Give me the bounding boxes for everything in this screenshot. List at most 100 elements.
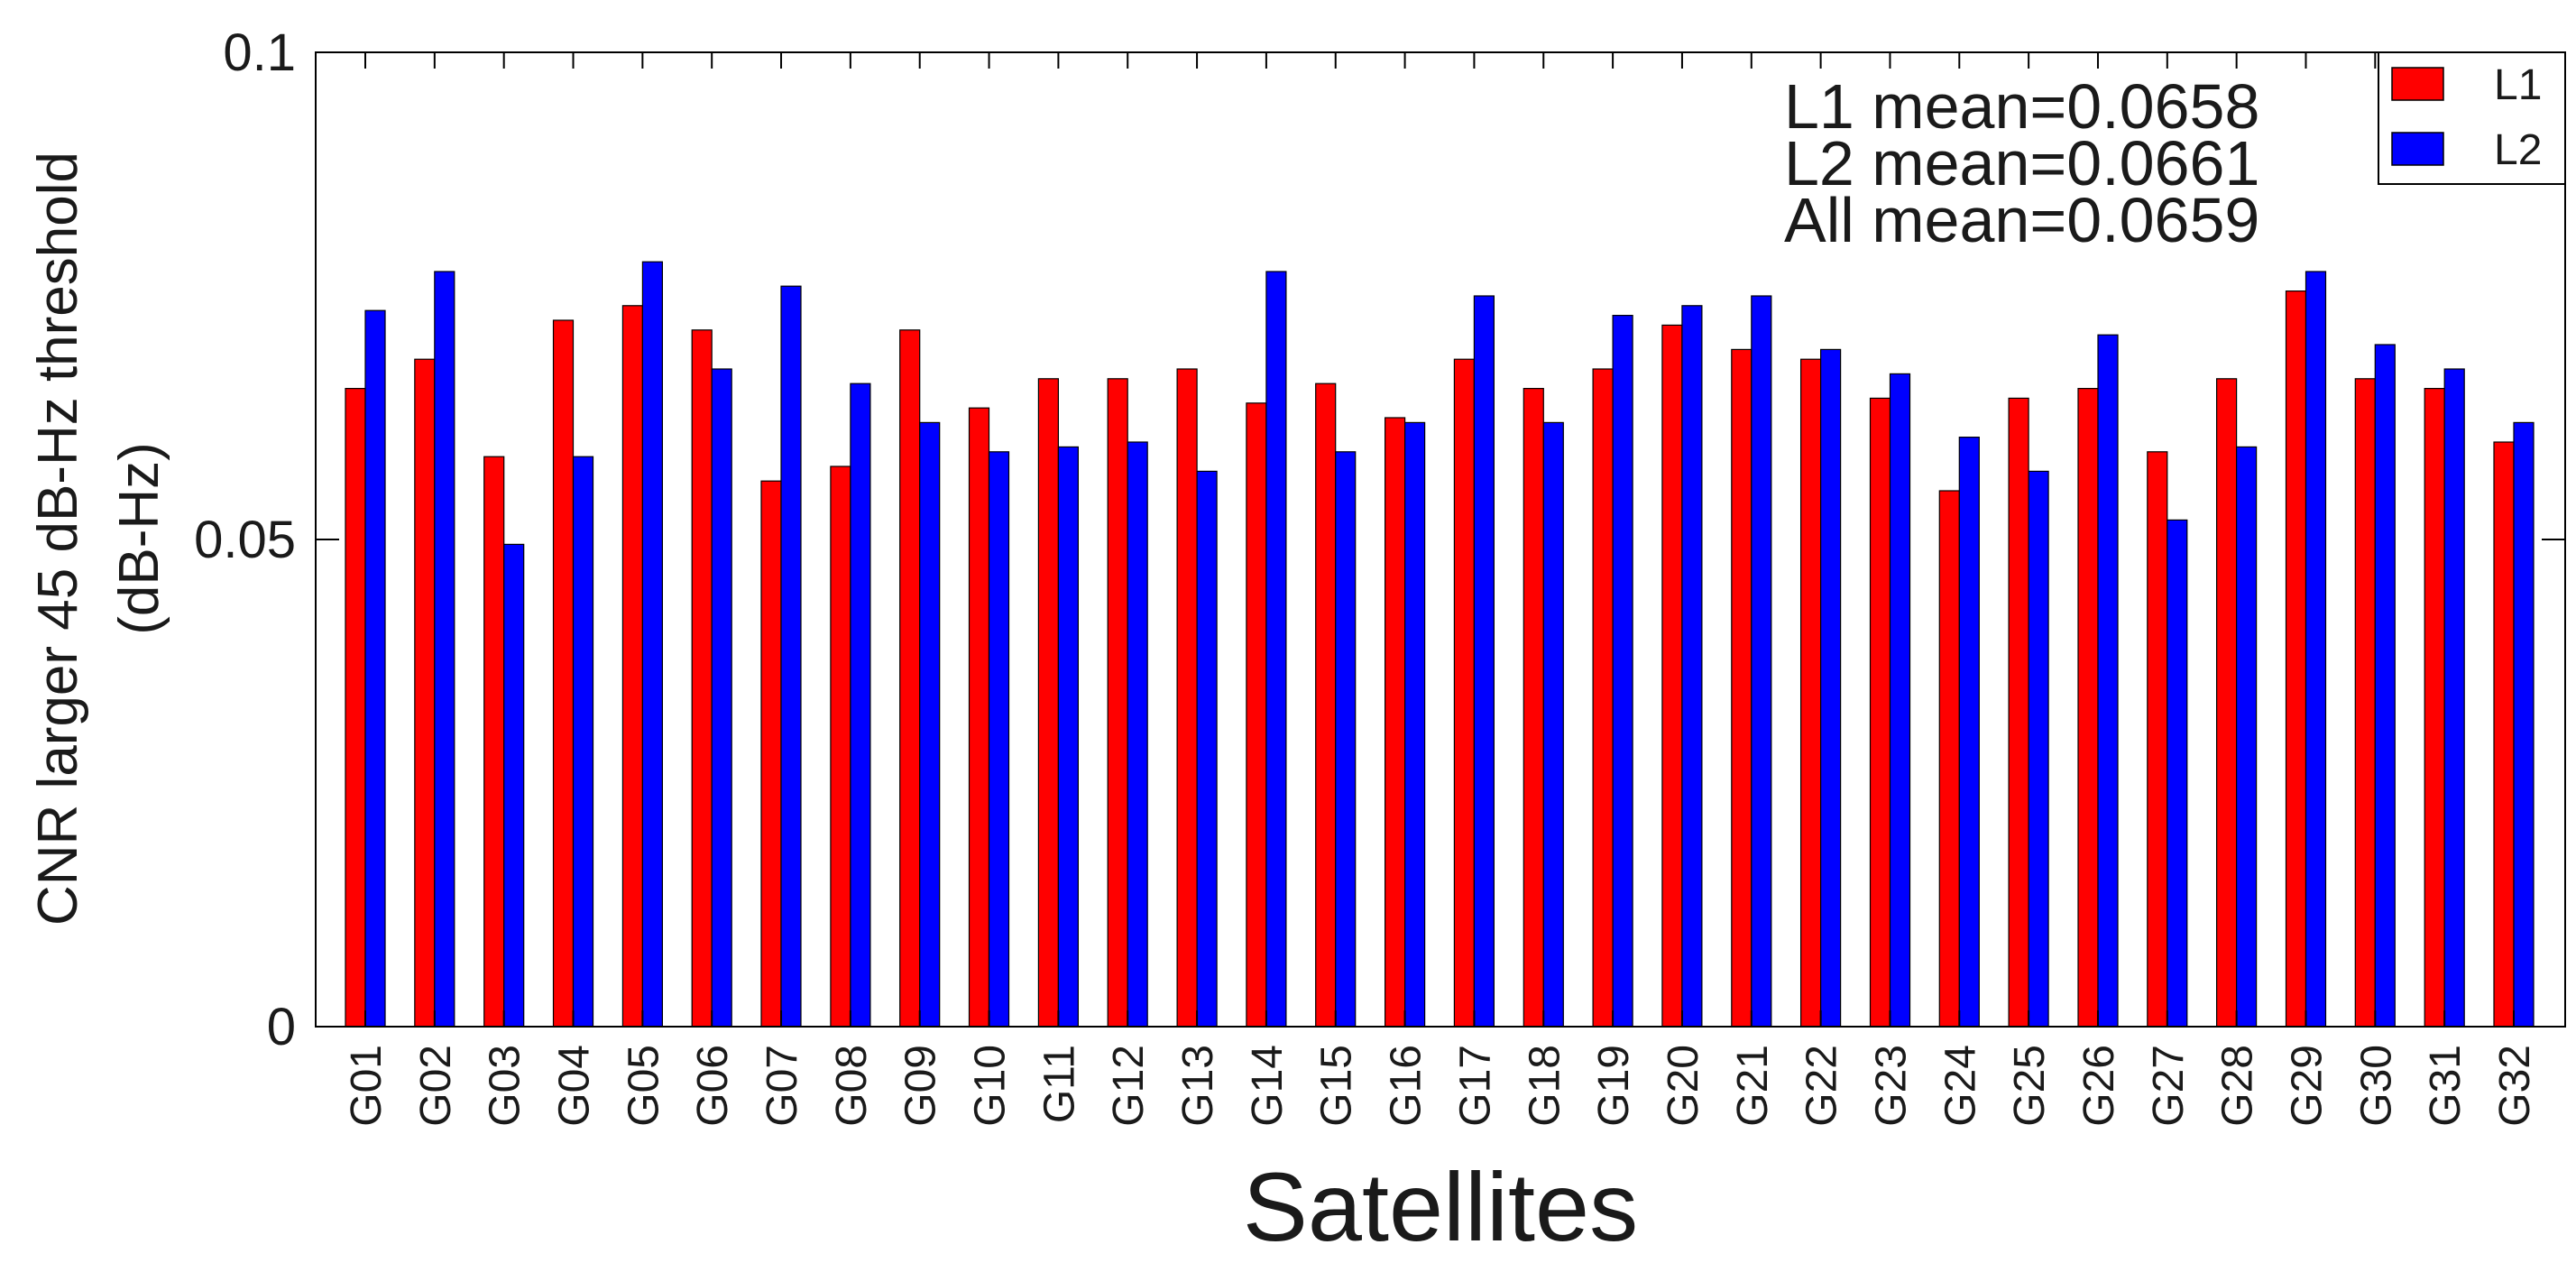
bar-l2-g29: [2305, 271, 2327, 1028]
bar-l2-g19: [1612, 315, 1633, 1028]
bar-l1-g17: [1453, 358, 1476, 1028]
bar-l1-g10: [968, 407, 990, 1028]
bar-l1-g19: [1592, 368, 1614, 1028]
bar-l1-g02: [414, 358, 436, 1028]
x-tick-label-g11: G11: [1035, 1045, 1083, 1123]
bar-l1-g03: [483, 456, 505, 1028]
bar-l2-g12: [1127, 441, 1148, 1028]
bar-l2-g04: [572, 456, 594, 1028]
bar-l1-g23: [1869, 397, 1891, 1028]
bar-l2-g31: [2443, 368, 2465, 1028]
bar-l1-g01: [345, 388, 366, 1028]
x-tick-label-g16: G16: [1383, 1045, 1431, 1127]
bar-l2-g23: [1889, 373, 1911, 1028]
x-tick-label-g22: G22: [1799, 1045, 1846, 1127]
x-tick-label-g23: G23: [1868, 1045, 1916, 1127]
bar-l1-g26: [2077, 388, 2099, 1028]
y-tick-label: 0: [267, 998, 296, 1056]
bar-l1-g13: [1176, 368, 1198, 1028]
bar-l1-g22: [1799, 358, 1822, 1028]
bar-l2-g14: [1265, 271, 1287, 1028]
bar-l2-g13: [1196, 470, 1218, 1028]
bar-l2-g05: [641, 261, 664, 1028]
bar-l1-g20: [1661, 324, 1683, 1028]
x-axis-ticks: G01 G02 G03 G04 G05 G06 G07 G08 G09 G10 G11 G12 G13 G…: [343, 52, 2539, 1127]
bar-l2-g28: [2236, 446, 2258, 1028]
x-tick-label-g05: G05: [620, 1045, 667, 1127]
bar-l2-g11: [1057, 446, 1080, 1028]
x-tick-label-g12: G12: [1105, 1045, 1153, 1127]
bar-l1-g32: [2493, 441, 2515, 1028]
x-tick-label-g20: G20: [1660, 1045, 1707, 1127]
bar-l1-g28: [2216, 378, 2238, 1028]
x-tick-label-g03: G03: [482, 1045, 529, 1127]
bar-l1-g18: [1523, 388, 1544, 1028]
x-tick-label-g31: G31: [2422, 1045, 2470, 1127]
bar-l2-g26: [2097, 334, 2119, 1028]
bar-l2-g03: [503, 543, 525, 1028]
y-axis-label-line-2: (dB-Hz): [108, 442, 170, 635]
x-tick-label-g14: G14: [1244, 1045, 1292, 1127]
y-axis-label-line-1: CNR larger 45 dB-Hz threshold: [27, 152, 89, 926]
bar-l2-g21: [1751, 295, 1772, 1028]
bar-l2-g08: [850, 383, 871, 1028]
bar-l2-g32: [2513, 421, 2535, 1028]
bar-l1-g25: [2008, 397, 2029, 1028]
bar-l2-g02: [434, 271, 455, 1028]
x-axis-label: Satellites: [1243, 1152, 1638, 1261]
bar-l1-g12: [1107, 378, 1128, 1028]
x-tick-label-g15: G15: [1313, 1045, 1361, 1127]
x-tick-label-g02: G02: [412, 1045, 460, 1127]
bar-l1-g09: [899, 329, 921, 1028]
bar-l2-g27: [2167, 519, 2188, 1028]
bar-l1-g11: [1037, 378, 1060, 1028]
bar-l2-g20: [1681, 305, 1703, 1028]
x-tick-label-g19: G19: [1590, 1045, 1638, 1127]
annotation-l2-mean: L2 mean=0.0661: [1784, 128, 2259, 198]
bar-l1-g15: [1315, 383, 1337, 1028]
legend-label-l1: L1: [2494, 61, 2542, 109]
bar-l2-g09: [919, 421, 941, 1028]
y-axis-label: CNR larger 45 dB-Hz threshold (dB-Hz): [27, 152, 170, 926]
x-tick-label-g17: G17: [1451, 1045, 1499, 1127]
bar-l1-g06: [691, 329, 713, 1028]
x-tick-label-g13: G13: [1174, 1045, 1222, 1127]
x-tick-label-g07: G07: [759, 1045, 806, 1127]
y-axis-ticks: 0 0.05 0.1: [194, 23, 2565, 1056]
bar-l2-g17: [1473, 295, 1495, 1028]
x-tick-label-g32: G32: [2491, 1045, 2539, 1127]
bar-l1-g04: [552, 319, 575, 1028]
bar-l2-g18: [1542, 421, 1564, 1028]
x-tick-label-g08: G08: [828, 1045, 876, 1127]
x-tick-label-g29: G29: [2284, 1045, 2332, 1127]
x-tick-label-g06: G06: [689, 1045, 737, 1127]
bar-l2-g25: [2028, 470, 2049, 1028]
x-tick-label-g18: G18: [1521, 1045, 1569, 1127]
bar-l1-g05: [621, 305, 644, 1028]
x-tick-label-g30: G30: [2352, 1045, 2400, 1127]
bar-l2-g24: [1958, 437, 1980, 1028]
legend: L1 L2: [2378, 51, 2566, 185]
bar-l2-g01: [364, 309, 386, 1028]
x-tick-label-g10: G10: [967, 1045, 1015, 1127]
x-tick-label-g04: G04: [551, 1045, 599, 1127]
mean-annotations: L1 mean=0.0658 L2 mean=0.0661 All mean=0…: [1784, 71, 2259, 255]
bar-l2-g07: [780, 285, 802, 1028]
bar-l1-g16: [1384, 417, 1406, 1028]
annotation-all-mean: All mean=0.0659: [1784, 185, 2259, 255]
bar-l1-g31: [2424, 388, 2445, 1028]
bar-l1-g08: [830, 466, 851, 1028]
plot-area-frame: [315, 51, 2566, 1028]
bar-l2-g15: [1335, 451, 1357, 1028]
bar-l1-g27: [2147, 451, 2168, 1028]
annotation-l1-mean: L1 mean=0.0658: [1784, 71, 2259, 142]
bar-l1-g21: [1731, 348, 1753, 1028]
bar-l2-g22: [1819, 348, 1842, 1028]
bar-l1-g29: [2285, 290, 2307, 1028]
bar-l2-g10: [988, 451, 1010, 1028]
legend-swatch-l1: [2391, 67, 2444, 101]
bar-l2-g30: [2374, 344, 2396, 1028]
y-tick-label: 0.1: [223, 23, 296, 82]
x-tick-label-g21: G21: [1729, 1045, 1777, 1127]
